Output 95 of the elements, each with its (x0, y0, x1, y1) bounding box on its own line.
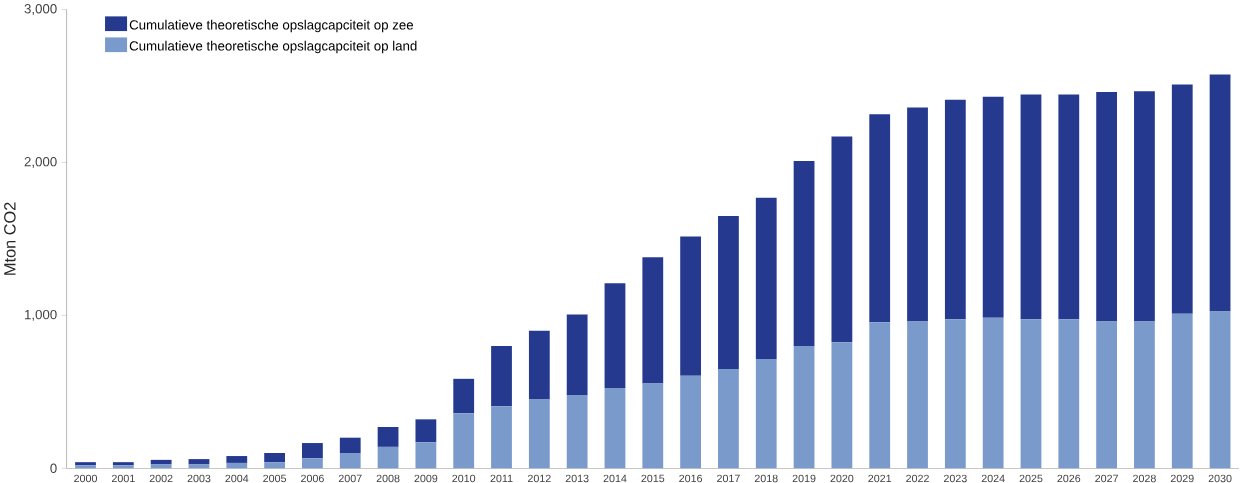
x-tick-label: 2007 (338, 474, 362, 483)
bar (982, 96, 1004, 318)
bar (831, 136, 853, 343)
bar (604, 387, 626, 469)
bar (869, 322, 891, 469)
x-tick-label: 2004 (225, 474, 249, 483)
bar (718, 368, 739, 469)
x-tick-label: 2020 (830, 474, 854, 483)
bar (1209, 311, 1231, 469)
bar (226, 462, 248, 469)
bar (264, 452, 285, 463)
bar (755, 358, 777, 469)
x-tick-label: 2008 (376, 474, 400, 483)
bar (528, 330, 550, 400)
y-tick-label: 2,000 (24, 156, 57, 168)
bar (1171, 84, 1193, 314)
bar (491, 406, 512, 469)
x-tick-label: 2010 (452, 474, 476, 483)
x-tick-label: 2024 (981, 474, 1005, 483)
bar (680, 375, 702, 469)
bar (528, 399, 550, 469)
y-tick-label: 3,000 (24, 3, 57, 15)
x-tick-label: 2019 (792, 474, 816, 483)
x-tick-label: 2026 (1057, 474, 1081, 483)
bar (491, 345, 512, 407)
legend-label: Cumulatieve theoretische opslagcapciteit op land (129, 40, 417, 54)
x-tick-label: 2025 (1019, 474, 1043, 483)
y-tick-label: 1,000 (25, 309, 57, 321)
bar (869, 114, 891, 323)
bar (415, 419, 437, 443)
x-tick-label: 2016 (679, 474, 703, 483)
bar (944, 99, 966, 320)
x-tick-label: 2009 (414, 474, 438, 483)
x-tick-label: 2023 (943, 474, 967, 483)
bar (793, 345, 815, 469)
bar (226, 455, 248, 463)
bar (1134, 91, 1155, 322)
legend-label: Cumulatieve theoretische opslagcapciteit op zee (129, 19, 414, 33)
bar (377, 446, 399, 469)
x-tick-label: 2030 (1208, 474, 1232, 483)
bar (1020, 319, 1042, 469)
bar (604, 283, 626, 388)
bar (1096, 92, 1118, 322)
x-tick-label: 2001 (111, 474, 135, 483)
x-tick-label: 2014 (603, 474, 627, 483)
bar (831, 342, 853, 469)
x-tick-label: 2029 (1170, 474, 1194, 483)
x-tick-label: 2012 (527, 474, 551, 483)
bar (1020, 94, 1042, 320)
x-tick-label: 2028 (1133, 474, 1156, 483)
bar (755, 197, 777, 359)
bar (377, 426, 399, 447)
bar (793, 160, 815, 346)
bar (1058, 94, 1080, 320)
bar (566, 314, 588, 395)
bar (1058, 319, 1080, 469)
bar (944, 319, 966, 469)
y-tick-label: 0 (50, 463, 57, 473)
bar (718, 215, 739, 369)
bar (302, 458, 323, 469)
bar (453, 413, 475, 469)
bar (188, 464, 210, 469)
bar (680, 236, 702, 376)
x-tick-label: 2006 (301, 474, 324, 483)
bar (1096, 321, 1118, 469)
x-tick-label: 2027 (1095, 474, 1118, 483)
bar (453, 378, 475, 414)
x-tick-label: 2011 (490, 474, 513, 483)
bar (566, 394, 588, 469)
bar (264, 462, 285, 469)
x-tick-label: 2003 (187, 474, 211, 483)
bar (907, 321, 928, 469)
bar (302, 442, 323, 459)
bar (907, 107, 928, 322)
x-tick-label: 2002 (149, 474, 173, 483)
bar (415, 442, 437, 469)
x-tick-label: 2000 (74, 474, 97, 483)
x-tick-label: 2015 (641, 474, 665, 483)
bar (642, 383, 664, 469)
x-tick-label: 2013 (565, 474, 589, 483)
bar (1209, 74, 1231, 312)
x-tick-label: 2005 (263, 474, 287, 483)
bar (150, 464, 172, 469)
bar (1134, 321, 1155, 469)
bar (1171, 313, 1193, 469)
x-tick-label: 2018 (754, 474, 778, 483)
x-tick-label: 2022 (906, 474, 929, 483)
bar (642, 257, 664, 384)
bar (982, 317, 1004, 469)
y-axis-title: Mton CO2 (4, 202, 16, 275)
x-tick-label: 2021 (868, 474, 892, 483)
bar (339, 437, 361, 453)
bar (188, 458, 210, 465)
bar (339, 452, 361, 469)
x-tick-label: 2017 (717, 474, 740, 483)
